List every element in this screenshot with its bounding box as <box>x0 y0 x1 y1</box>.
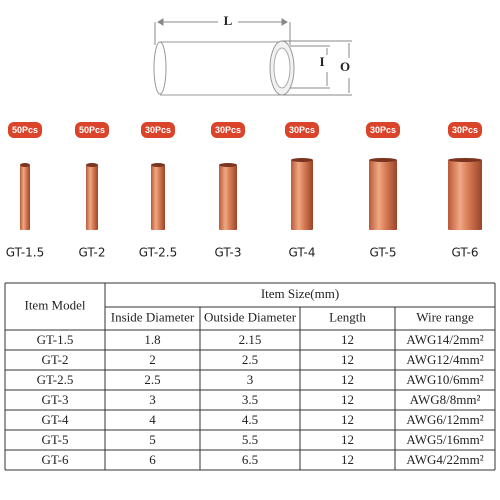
table-cell: AWG6/12mm² <box>406 412 483 427</box>
tube-end <box>448 158 482 162</box>
table-cell: 12 <box>341 452 354 467</box>
product-name: GT-4 <box>288 246 315 260</box>
badge-bg <box>211 122 245 138</box>
table-cell: AWG5/16mm² <box>406 432 483 447</box>
table-cell: 5 <box>149 432 156 447</box>
table-cell: 3 <box>247 372 254 387</box>
tube-end <box>369 158 397 162</box>
tube-diagram <box>153 18 352 96</box>
product-name: GT-1.5 <box>6 246 45 260</box>
tube-end <box>151 163 165 167</box>
tube <box>291 160 313 230</box>
badge: 30Pcs <box>452 125 478 135</box>
product-name: GT-3 <box>214 246 241 260</box>
badge-bg <box>366 122 400 138</box>
column-header: Inside Diameter <box>111 309 195 324</box>
tube <box>151 165 165 230</box>
badge: 30Pcs <box>215 125 241 135</box>
table-cell: 12 <box>341 372 354 387</box>
tube <box>20 165 30 230</box>
table-cell: 3.5 <box>242 392 258 407</box>
size-table: Item Model Item Size(mm) Inside Diameter Ou… <box>4 282 496 471</box>
table-cell: 6 <box>149 452 156 467</box>
table-header: Item Size(mm) <box>261 286 339 301</box>
table-cell: AWG12/4mm² <box>406 352 483 367</box>
length-label: L <box>224 13 233 28</box>
badge-bg <box>75 122 109 138</box>
tube <box>369 160 397 230</box>
table-cell: 12 <box>341 412 354 427</box>
table-cell: 12 <box>341 392 354 407</box>
badge-bg <box>285 122 319 138</box>
table-cell: GT-6 <box>42 452 69 467</box>
badge-bg <box>8 122 42 138</box>
table-cell: 4.5 <box>242 412 258 427</box>
badge-bg <box>141 122 175 138</box>
column-header: Length <box>329 309 366 324</box>
table-cell: 1.8 <box>144 332 160 347</box>
column-header: Outside Diameter <box>204 309 297 324</box>
table-cell: GT-5 <box>42 432 69 447</box>
product-row: 50Pcs GT-1.5 50Pcs GT-2 30Pcs GT-2.5 30Pcs GT-3… <box>6 122 482 260</box>
table-cell: 5.5 <box>242 432 258 447</box>
tube <box>219 165 237 230</box>
tube <box>448 160 482 230</box>
table-cell: 12 <box>341 352 354 367</box>
product-name: GT-6 <box>451 246 478 260</box>
badge-bg <box>448 122 482 138</box>
column-header: Wire range <box>416 309 474 324</box>
table-cell: GT-2 <box>42 352 69 367</box>
table-header: Item Model <box>24 297 85 312</box>
table-cell: 2.15 <box>239 332 262 347</box>
table-cell: GT-1.5 <box>37 332 74 347</box>
tube-end <box>291 158 313 162</box>
badge: 30Pcs <box>289 125 315 135</box>
product-name: GT-2 <box>78 246 105 260</box>
product-name: GT-5 <box>369 246 396 260</box>
table-cell: 6.5 <box>242 452 258 467</box>
badge: 50Pcs <box>12 125 38 135</box>
inner-label: I <box>319 54 324 69</box>
tube <box>86 165 98 230</box>
table-cell: AWG8/8mm² <box>410 392 481 407</box>
table-cell: 12 <box>341 432 354 447</box>
table-cell: 3 <box>149 392 156 407</box>
table-cell: GT-3 <box>42 392 69 407</box>
badge: 50Pcs <box>79 125 105 135</box>
table-cell: 12 <box>341 332 354 347</box>
table-cell: 4 <box>149 412 156 427</box>
table-cell: AWG10/6mm² <box>406 372 483 387</box>
badge: 30Pcs <box>370 125 396 135</box>
product-name: GT-2.5 <box>139 246 178 260</box>
table-cell: 2.5 <box>144 372 160 387</box>
tube-end <box>20 163 30 167</box>
table-cell: 2.5 <box>242 352 258 367</box>
table-cell: GT-2.5 <box>37 372 74 387</box>
tube-end <box>219 163 237 167</box>
tube-end <box>86 163 98 167</box>
badge: 30Pcs <box>145 125 171 135</box>
table-cell: AWG4/22mm² <box>406 452 483 467</box>
table-cell: GT-4 <box>42 412 69 427</box>
table-cell: AWG14/2mm² <box>406 332 483 347</box>
outer-label: O <box>340 59 350 74</box>
table-cell: 2 <box>149 352 156 367</box>
